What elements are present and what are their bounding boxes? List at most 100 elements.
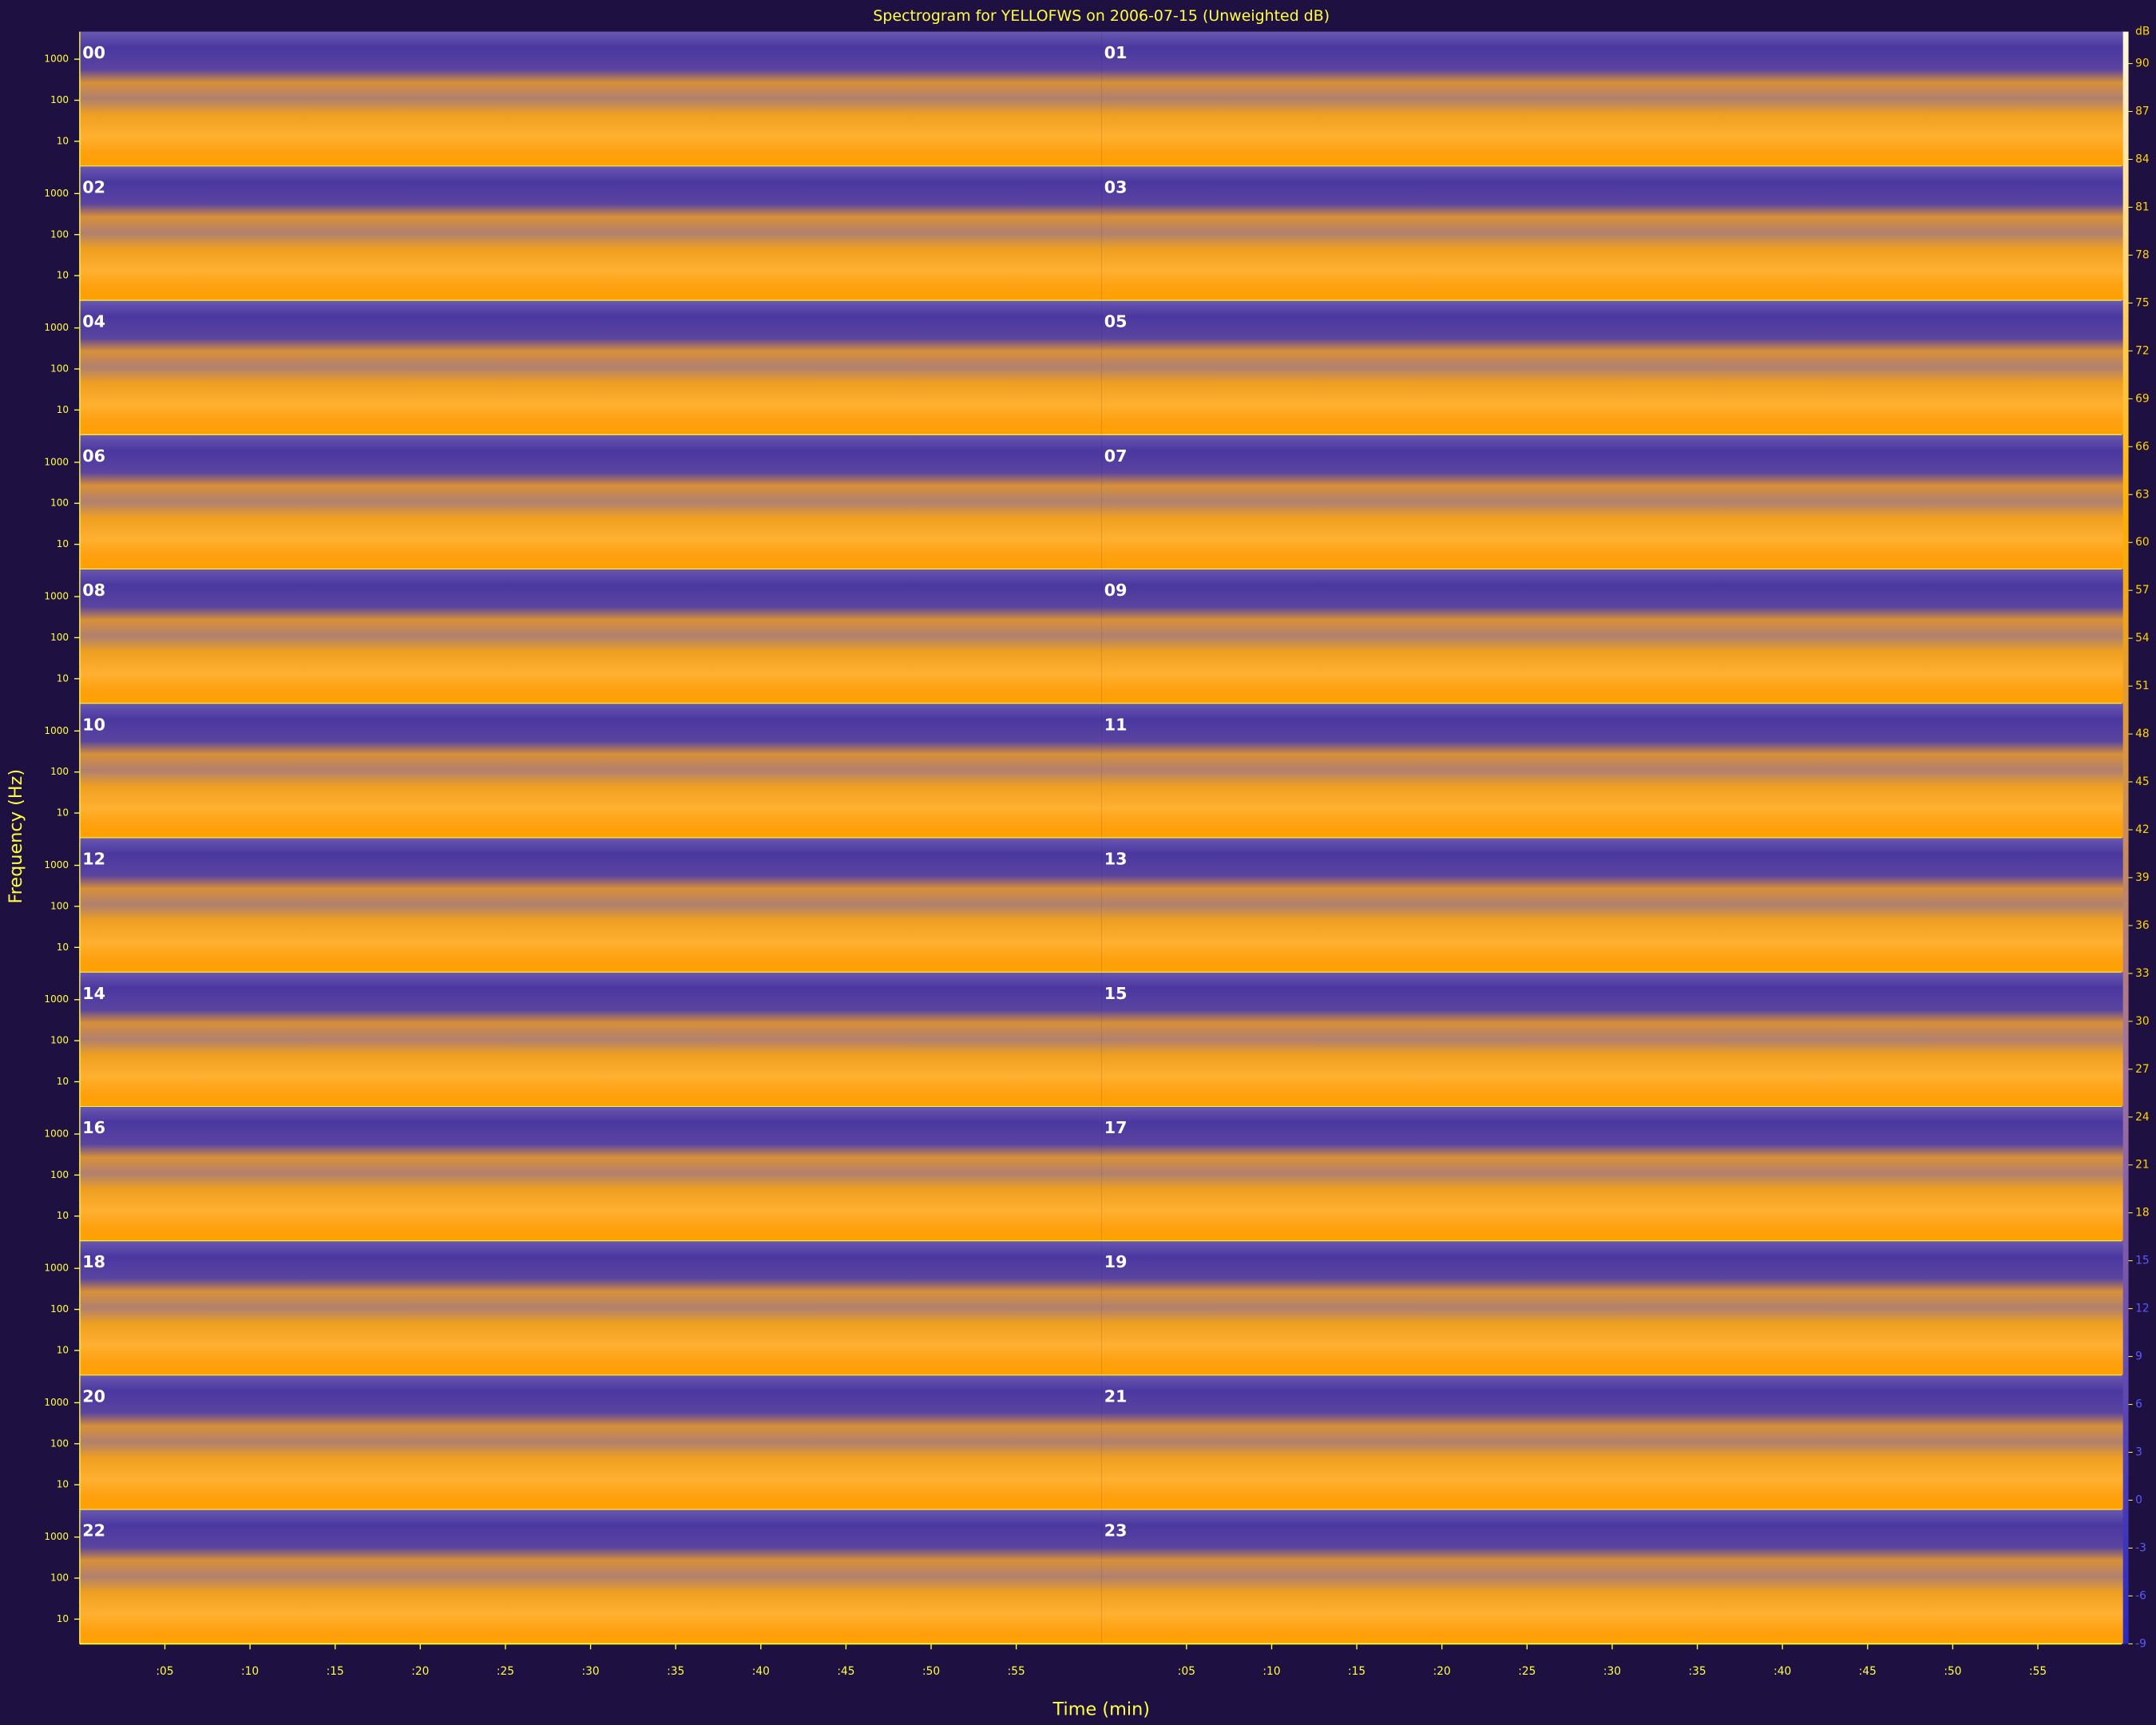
colorbar-tick-label: 90 xyxy=(2135,58,2150,70)
y-tick-label: 100 xyxy=(50,1035,69,1046)
panel-label: 19 xyxy=(1104,1252,1128,1271)
y-tick-label: 10 xyxy=(57,1613,69,1624)
spectrogram-panel xyxy=(79,1509,1102,1644)
x-tick-label: :55 xyxy=(1008,1665,1025,1678)
x-axis-label: Time (min) xyxy=(1052,1699,1151,1720)
y-tick-label: 10 xyxy=(57,135,69,146)
spectrogram-panel xyxy=(79,31,1102,166)
colorbar-tick-label: 45 xyxy=(2135,775,2150,788)
y-tick-label: 100 xyxy=(50,766,69,777)
y-tick-label: 1000 xyxy=(44,1397,69,1408)
panel-label: 18 xyxy=(82,1252,105,1271)
spectrogram-panel xyxy=(79,972,1102,1107)
colorbar-tick-label: 21 xyxy=(2135,1159,2150,1172)
x-tick-label: :20 xyxy=(411,1665,429,1678)
x-tick-label: :10 xyxy=(241,1665,259,1678)
panel-label: 14 xyxy=(82,984,105,1003)
colorbar-tick-label: -9 xyxy=(2135,1637,2146,1650)
panel-label: 20 xyxy=(82,1386,105,1406)
panel-label: 05 xyxy=(1104,312,1128,331)
colorbar-tick-label: 12 xyxy=(2135,1303,2150,1315)
y-tick-label: 10 xyxy=(57,270,69,281)
colorbar-tick-label: 57 xyxy=(2135,584,2150,597)
spectrogram-panel xyxy=(79,300,1102,435)
spectrogram-panel xyxy=(1101,1509,2123,1644)
y-tick-label: 10 xyxy=(57,942,69,953)
panel-label: 15 xyxy=(1104,984,1128,1003)
colorbar-tick-label: 30 xyxy=(2135,1015,2150,1028)
x-tick-label: :55 xyxy=(2029,1665,2047,1678)
y-tick-label: 1000 xyxy=(44,1128,69,1139)
panel-label: 07 xyxy=(1104,446,1128,466)
colorbar-tick-label: 48 xyxy=(2135,728,2150,740)
y-tick-label: 10 xyxy=(57,1210,69,1221)
colorbar-tick-label: 6 xyxy=(2135,1398,2142,1411)
y-tick-label: 100 xyxy=(50,900,69,911)
y-tick-label: 100 xyxy=(50,363,69,374)
colorbar-tick-label: 51 xyxy=(2135,680,2150,692)
colorbar-tick-label: 69 xyxy=(2135,392,2150,405)
x-tick-label: :35 xyxy=(1689,1665,1706,1678)
panel-label: 16 xyxy=(82,1118,105,1137)
y-tick-label: 100 xyxy=(50,498,69,509)
x-tick-label: :50 xyxy=(1944,1665,1961,1678)
panel-label: 02 xyxy=(82,177,105,196)
spectrogram-panel xyxy=(79,1240,1102,1375)
x-tick-label: :45 xyxy=(837,1665,854,1678)
colorbar-tick-label: 18 xyxy=(2135,1207,2150,1219)
x-tick-label: :25 xyxy=(497,1665,514,1678)
colorbar-tick-label: 72 xyxy=(2135,344,2150,357)
y-tick-label: 1000 xyxy=(44,859,69,870)
y-tick-label: 1000 xyxy=(44,322,69,333)
spectrogram-panel xyxy=(79,837,1102,973)
y-tick-label: 1000 xyxy=(44,993,69,1005)
y-tick-label: 10 xyxy=(57,807,69,819)
colorbar-tick-label: 33 xyxy=(2135,967,2150,980)
spectrogram-panel xyxy=(1101,31,2123,166)
panel-label: 10 xyxy=(82,715,105,734)
spectrogram-panel xyxy=(79,434,1102,569)
colorbar-label: dB xyxy=(2135,26,2150,38)
colorbar-tick-label: 0 xyxy=(2135,1493,2142,1506)
x-tick-label: :05 xyxy=(156,1665,173,1678)
colorbar-tick-label: 24 xyxy=(2135,1111,2150,1124)
colorbar-tick-label: 39 xyxy=(2135,871,2150,884)
spectrogram-panel xyxy=(1101,569,2123,704)
y-tick-label: 10 xyxy=(57,1344,69,1355)
y-tick-label: 1000 xyxy=(44,725,69,736)
x-tick-label: :15 xyxy=(1348,1665,1365,1678)
x-tick-label: :20 xyxy=(1433,1665,1451,1678)
x-tick-label: :15 xyxy=(327,1665,344,1678)
panel-label: 01 xyxy=(1104,43,1128,62)
y-tick-label: 10 xyxy=(57,404,69,415)
colorbar-tick-label: 3 xyxy=(2135,1446,2142,1459)
spectrogram-panel xyxy=(1101,1374,2123,1510)
spectrogram-panel xyxy=(1101,165,2123,301)
colorbar xyxy=(2121,31,2129,1644)
spectrogram-panel xyxy=(79,165,1102,301)
colorbar-tick-label: 27 xyxy=(2135,1063,2150,1076)
y-tick-label: 1000 xyxy=(44,1263,69,1274)
spectrogram-panel xyxy=(1101,300,2123,435)
colorbar-tick-label: 63 xyxy=(2135,488,2150,501)
colorbar-tick-label: -3 xyxy=(2135,1541,2146,1554)
y-tick-label: 10 xyxy=(57,1076,69,1087)
y-tick-label: 10 xyxy=(57,538,69,549)
colorbar-tick-label: 60 xyxy=(2135,536,2150,549)
colorbar-tick-label: 66 xyxy=(2135,440,2150,453)
x-tick-label: :40 xyxy=(1774,1665,1791,1678)
panel-label: 09 xyxy=(1104,581,1128,600)
y-tick-label: 100 xyxy=(50,1303,69,1315)
panel-label: 11 xyxy=(1104,715,1128,734)
y-tick-label: 100 xyxy=(50,632,69,643)
chart-title: Spectrogram for YELLOFWS on 2006-07-15 (… xyxy=(873,7,1330,25)
panel-label: 06 xyxy=(82,446,105,466)
spectrogram-panel xyxy=(79,569,1102,704)
y-tick-label: 1000 xyxy=(44,456,69,467)
panel-label: 17 xyxy=(1104,1118,1128,1137)
y-tick-label: 10 xyxy=(57,1479,69,1490)
panel-label: 22 xyxy=(82,1521,105,1541)
x-tick-label: :35 xyxy=(667,1665,684,1678)
colorbar-tick-label: 9 xyxy=(2135,1350,2142,1363)
